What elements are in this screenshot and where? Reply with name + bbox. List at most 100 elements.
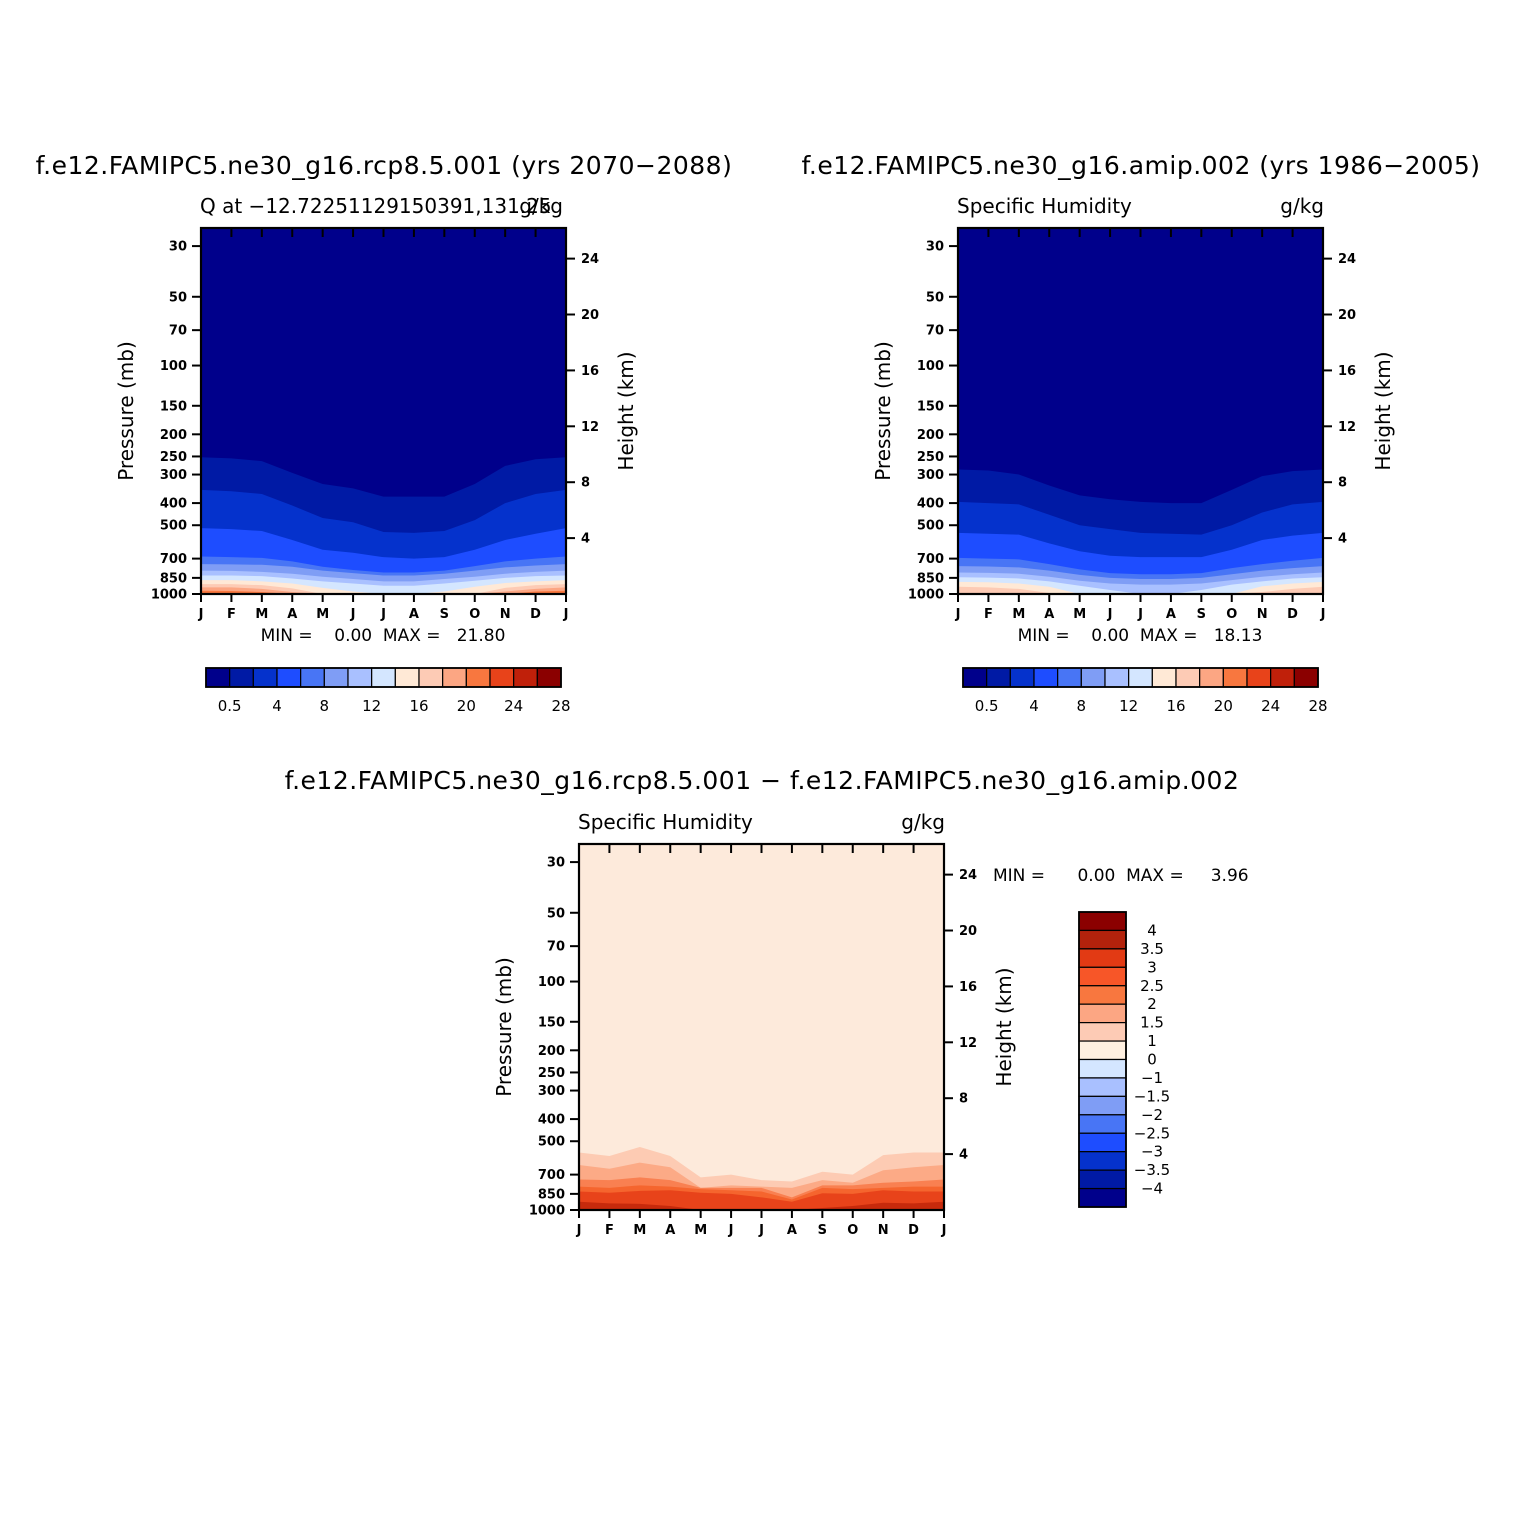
colorbar-swatch bbox=[962, 667, 988, 688]
y-tick-label: 150 bbox=[160, 399, 187, 414]
y-tick-label: 200 bbox=[538, 1044, 565, 1059]
x-tick-label: O bbox=[469, 607, 480, 622]
y-tick-label: 1000 bbox=[908, 588, 944, 603]
x-tick-label: M bbox=[633, 1223, 646, 1238]
x-tick-label: A bbox=[1166, 607, 1176, 622]
colorbar-swatch bbox=[489, 667, 515, 688]
colorbar-swatch bbox=[1128, 667, 1153, 688]
x-tick-label: J bbox=[941, 1223, 947, 1238]
colorbar-swatch bbox=[1270, 667, 1295, 688]
main-title-left: f.e12.FAMIPC5.ne30_g16.rcp8.5.001 (yrs 2… bbox=[36, 151, 733, 180]
y-tick-label: 50 bbox=[547, 906, 565, 921]
y-tick-label: 100 bbox=[538, 975, 565, 990]
y-tick-label: 30 bbox=[926, 240, 944, 255]
colorbar-swatch bbox=[1033, 667, 1059, 688]
x-tick-label: A bbox=[787, 1223, 797, 1238]
y2-tick-label: 20 bbox=[959, 924, 977, 939]
y2-tick-label: 24 bbox=[959, 868, 977, 883]
y-tick-label: 300 bbox=[917, 468, 944, 483]
colorbar-label: 12 bbox=[1119, 697, 1138, 715]
panel-bottom: Specific Humidity g/kg 30507010015020025… bbox=[492, 810, 1249, 1238]
colorbar-label: 1.5 bbox=[1140, 1014, 1164, 1032]
y-tick-label: 50 bbox=[169, 290, 187, 305]
y2-tick-label: 4 bbox=[959, 1148, 968, 1163]
x-tick-label: F bbox=[227, 607, 236, 622]
colorbar-swatch bbox=[465, 667, 491, 688]
y-tick-label: 150 bbox=[917, 399, 944, 414]
x-tick-label: N bbox=[878, 1223, 889, 1238]
minmax-left-panel: MIN = 0.00 MAX = 21.80 bbox=[261, 626, 506, 646]
colorbar-label: 4 bbox=[272, 697, 282, 715]
colorbar-swatch bbox=[1078, 1187, 1127, 1208]
x-tick-label: A bbox=[665, 1223, 675, 1238]
colorbar-swatch bbox=[1222, 667, 1248, 688]
y2-tick-label: 24 bbox=[1338, 252, 1356, 267]
y-tick-label: 850 bbox=[917, 571, 944, 586]
y2-axis-label: Height (km) bbox=[614, 351, 638, 470]
colorbar-swatch bbox=[1246, 667, 1272, 688]
colorbar-swatch bbox=[536, 667, 562, 688]
contour-band-16 bbox=[201, 584, 566, 594]
units-bottom-panel: g/kg bbox=[901, 810, 945, 834]
y2-tick-label: 4 bbox=[1338, 532, 1347, 547]
colorbar-swatch bbox=[1078, 985, 1127, 1005]
y-tick-label: 400 bbox=[917, 497, 944, 512]
colorbar-swatch bbox=[1080, 667, 1106, 688]
y-tick-label: 250 bbox=[538, 1066, 565, 1081]
y-tick-label: 250 bbox=[917, 450, 944, 465]
colorbar-frame bbox=[1078, 911, 1127, 1208]
minmax-right-panel: MIN = 0.00 MAX = 18.13 bbox=[1018, 626, 1263, 646]
y-tick-label: 30 bbox=[547, 856, 565, 871]
x-tick-label: J bbox=[380, 607, 386, 622]
units-right-panel: g/kg bbox=[1280, 194, 1324, 218]
y-tick-label: 70 bbox=[547, 940, 565, 955]
y-tick-label: 500 bbox=[160, 519, 187, 534]
colorbar-swatch bbox=[394, 667, 420, 688]
colorbar-swatch bbox=[1078, 966, 1127, 987]
y-tick-label: 850 bbox=[160, 571, 187, 586]
colorbar-label: 8 bbox=[320, 697, 330, 715]
x-tick-label: J bbox=[1320, 607, 1326, 622]
y-axis-label: Pressure (mb) bbox=[492, 957, 516, 1097]
y2-tick-label: 16 bbox=[581, 364, 599, 379]
colorbar-label: 8 bbox=[1077, 697, 1087, 715]
x-tick-label: J bbox=[955, 607, 961, 622]
x-tick-label: A bbox=[287, 607, 297, 622]
x-tick-label: O bbox=[1226, 607, 1237, 622]
x-tick-label: M bbox=[1012, 607, 1025, 622]
x-tick-label: J bbox=[198, 607, 204, 622]
contour-plot-left: 30 50 70 100 150 200 250 300 400 500 700 850 1000 J F M… bbox=[114, 226, 638, 622]
y-tick-label: 50 bbox=[926, 290, 944, 305]
y-tick-label: 400 bbox=[160, 497, 187, 512]
colorbar-swatch bbox=[1078, 948, 1127, 968]
colorbar-swatch bbox=[1104, 667, 1130, 688]
colorbar-swatch bbox=[1078, 1169, 1127, 1190]
y-axis-label: Pressure (mb) bbox=[114, 341, 138, 481]
colorbar-swatch bbox=[323, 667, 349, 688]
colorbar-swatch bbox=[1078, 911, 1127, 932]
colorbar-label: 4 bbox=[1029, 697, 1039, 715]
y-tick-label: 1000 bbox=[151, 588, 187, 603]
y-tick-label: 1000 bbox=[529, 1204, 565, 1219]
colorbar-swatch bbox=[1078, 1077, 1127, 1097]
y2-tick-label: 4 bbox=[581, 532, 590, 547]
colorbar-swatch bbox=[1078, 1040, 1127, 1061]
colorbar-label: −2 bbox=[1141, 1106, 1163, 1124]
colorbar-swatch bbox=[1175, 667, 1201, 688]
y2-tick-label: 12 bbox=[1338, 420, 1356, 435]
y-tick-label: 300 bbox=[538, 1084, 565, 1099]
x-tick-label: J bbox=[350, 607, 356, 622]
y2-tick-label: 24 bbox=[581, 252, 599, 267]
colorbar-swatch bbox=[1199, 667, 1224, 688]
x-tick-label: M bbox=[316, 607, 329, 622]
y-tick-label: 30 bbox=[169, 240, 187, 255]
x-tick-label: J bbox=[1137, 607, 1143, 622]
colorbar-label: 12 bbox=[362, 697, 381, 715]
x-tick-label: F bbox=[605, 1223, 614, 1238]
y-tick-label: 300 bbox=[160, 468, 187, 483]
y-tick-label: 700 bbox=[538, 1168, 565, 1183]
colorbar-bottom: 43.532.521.510−1−1.5−2−2.5−3−3.5−4 bbox=[1078, 911, 1170, 1208]
colorbar-frame bbox=[962, 667, 1319, 688]
y-tick-label: 70 bbox=[169, 324, 187, 339]
